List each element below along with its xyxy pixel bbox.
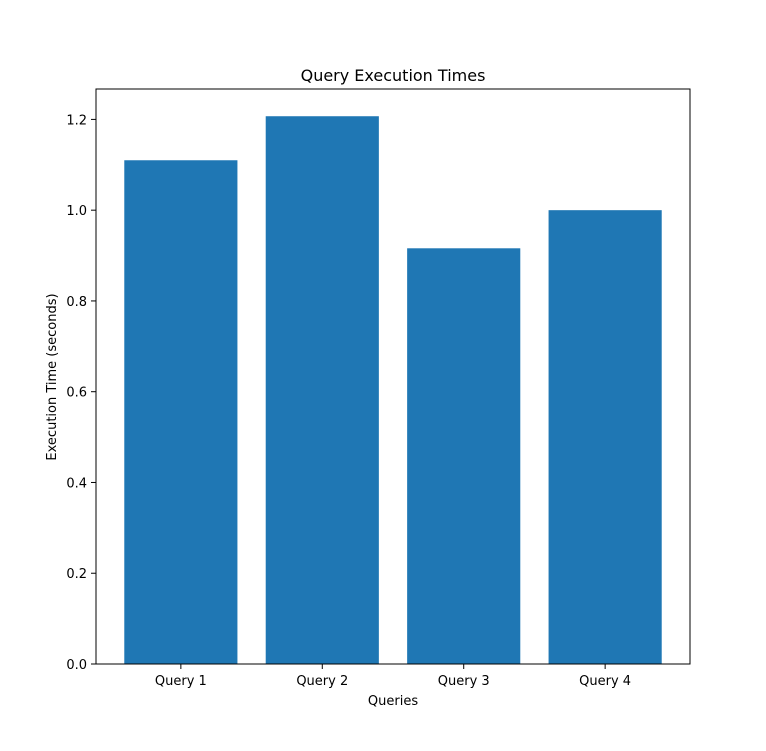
y-axis: 0.0 0.2 0.4 0.6 0.8 1.0 1.2 — [66, 113, 96, 673]
bar-2 — [265, 116, 379, 664]
y-tick-label: 1.0 — [66, 204, 87, 219]
x-axis: Query 1 Query 2 Query 3 Query 4 — [155, 664, 631, 689]
y-tick-label: 0.2 — [66, 567, 87, 582]
bar-1 — [124, 160, 238, 665]
x-tick-label: Query 3 — [438, 674, 490, 689]
chart-title: Query Execution Times — [301, 66, 486, 85]
y-tick-label: 0.0 — [66, 658, 87, 673]
x-tick-label: Query 1 — [155, 674, 207, 689]
bar-4 — [548, 210, 662, 664]
x-tick-label: Query 4 — [579, 674, 631, 689]
plot-frame — [95, 88, 691, 665]
y-axis-label: Execution Time (seconds) — [45, 293, 60, 460]
y-tick-label: 0.8 — [66, 295, 87, 310]
y-tick-label: 0.4 — [66, 476, 87, 491]
bar-3 — [407, 248, 521, 664]
x-axis-label: Queries — [368, 694, 418, 709]
x-tick-label: Query 2 — [296, 674, 348, 689]
bars-group — [124, 116, 662, 665]
y-tick-label: 0.6 — [66, 386, 87, 401]
y-tick-label: 1.2 — [66, 113, 87, 128]
